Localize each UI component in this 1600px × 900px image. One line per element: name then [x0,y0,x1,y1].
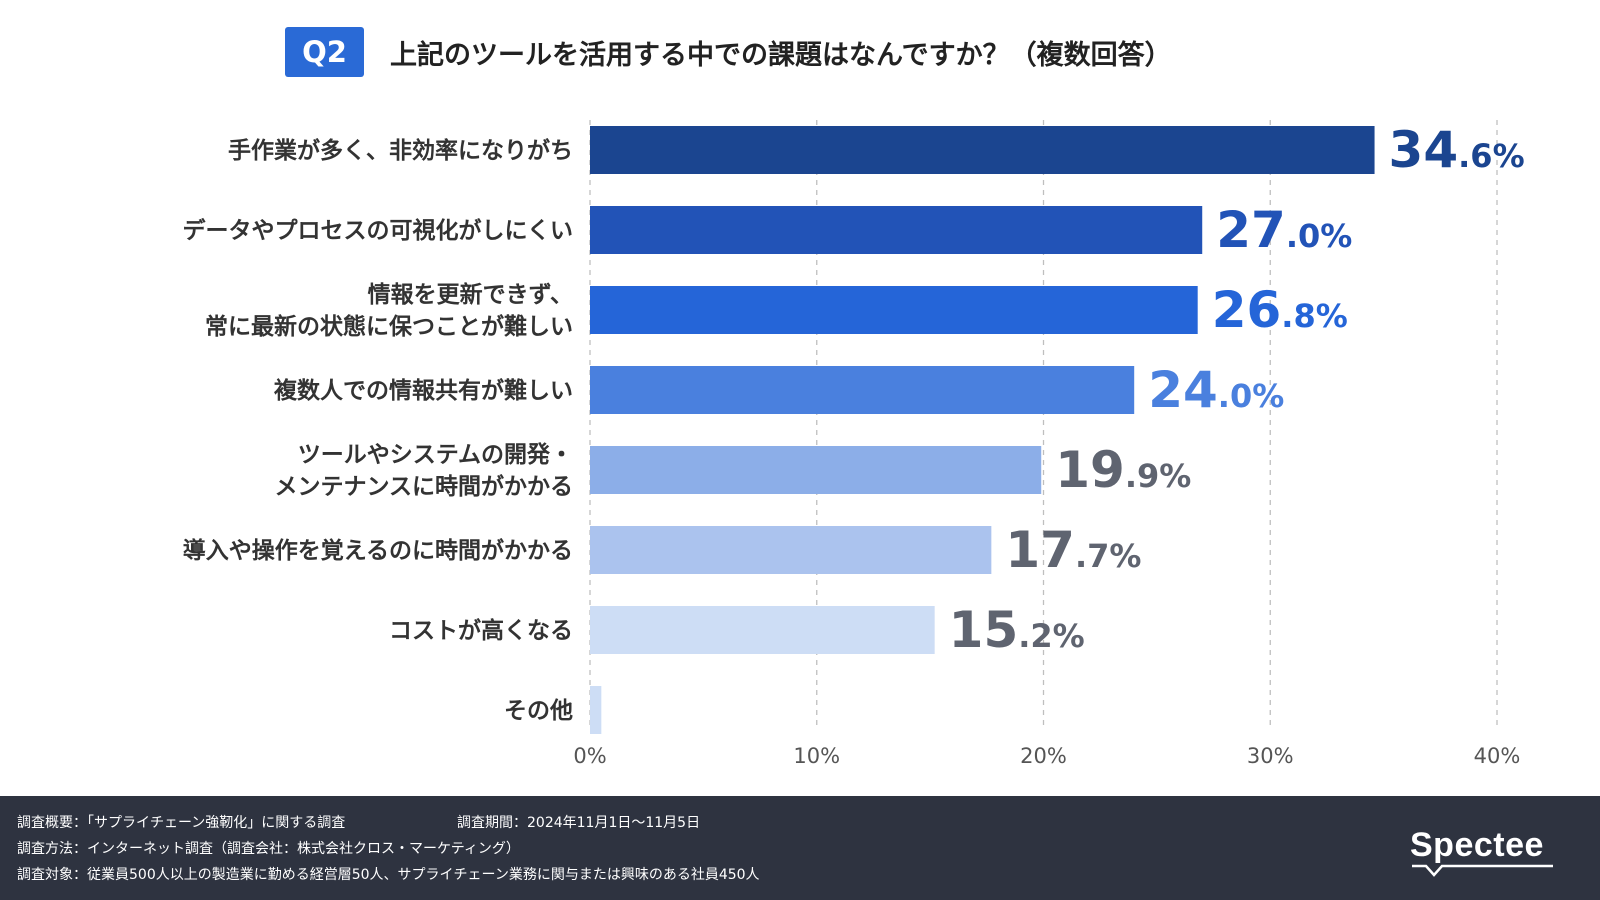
value-decimal: .9% [1125,457,1191,495]
category-label-line: データやプロセスの可視化がしにくい [182,217,573,244]
value-decimal: .7% [1075,537,1141,575]
footer: 調査概要：「サプライチェーン強靭化」に関する調査 調査期間：2024年11月1日… [0,796,1600,900]
bar-0 [590,126,1375,174]
x-tick-label: 0% [573,744,606,768]
category-label-line: 常に最新の状態に保つことが難しい [205,313,573,340]
category-label-5: 導入や操作を覚えるのに時間がかかる [183,537,573,564]
category-label-line: ツールやシステムの開発・ [298,442,573,468]
footer-survey-method: 調査方法：インターネット調査（調査会社：株式会社クロス・マーケティング） [17,841,520,857]
bar-5 [590,526,992,574]
category-label-line: 導入や操作を覚えるのに時間がかかる [183,537,573,564]
value-label-3: 24.0% [1148,361,1284,419]
value-integer: 24 [1148,361,1218,419]
x-tick-label: 40% [1474,744,1521,768]
value-label-6: 15.2% [949,601,1085,659]
category-label-7: その他 [504,698,573,724]
category-label-2: 情報を更新できず、常に最新の状態に保つことが難しい [205,281,573,340]
value-label-0: 34.6% [1389,121,1525,179]
spectee-logo: Spectee [1410,826,1544,864]
value-label-5: 17.7% [1005,521,1141,579]
bar-7 [590,686,602,734]
footer-survey-overview: 調査概要：「サプライチェーン強靭化」に関する調査 調査期間：2024年11月1日… [17,812,700,832]
value-decimal: .6% [1458,137,1524,175]
category-label-line: コストが高くなる [389,617,573,644]
value-label-2: 26.8% [1212,281,1348,339]
value-label-1: 27.0% [1216,201,1352,259]
value-integer: 34 [1389,121,1459,179]
survey-period-text: 調査期間：2024年11月1日〜11月5日 [457,815,701,831]
x-tick-label: 10% [793,744,840,768]
x-tick-label: 20% [1020,744,1067,768]
category-label-line: 手作業が多く、非効率になりがち [228,137,573,164]
logo-swoosh-icon [1412,864,1553,877]
value-decimal: .0% [1218,377,1284,415]
category-label-6: コストが高くなる [389,617,573,644]
value-integer: 17 [1005,521,1075,579]
chart-title: Q2 上記のツールを活用する中での課題はなんですか？（複数回答） [285,26,1172,78]
category-label-line: メンテナンスに時間がかかる [274,473,573,500]
x-tick-label: 30% [1247,744,1294,768]
bar-2 [590,286,1198,334]
value-integer: 26 [1212,281,1282,339]
question-text: 上記のツールを活用する中での課題はなんですか？（複数回答） [390,39,1172,71]
value-decimal: .0% [1286,217,1352,255]
bar-3 [590,366,1135,414]
question-badge: Q2 [285,27,364,77]
value-integer: 19 [1055,441,1125,499]
bar-6 [590,606,935,654]
survey-overview-text: 調査概要：「サプライチェーン強靭化」に関する調査 [17,815,346,831]
value-label-4: 19.9% [1055,441,1191,499]
bar-chart: 0% 10% 20% 30% 40% 手作業が多く、非効率になりがち 34.6% データやプロ… [182,120,1525,768]
category-label-1: データやプロセスの可視化がしにくい [182,217,573,244]
category-label-line: 情報を更新できず、 [368,281,573,308]
bar-4 [590,446,1042,494]
category-label-0: 手作業が多く、非効率になりがち [228,137,573,164]
bar-1 [590,206,1203,254]
category-label-line: 複数人での情報共有が難しい [274,377,573,404]
value-integer: 27 [1216,201,1286,259]
category-label-3: 複数人での情報共有が難しい [274,377,573,404]
category-label-line: その他 [504,698,573,724]
value-integer: 15 [949,601,1019,659]
footer-survey-target: 調査対象：従業員500人以上の製造業に勤める経営層50人、サプライチェーン業務に… [17,867,760,883]
category-label-4: ツールやシステムの開発・メンテナンスに時間がかかる [274,442,573,500]
value-decimal: .8% [1281,297,1347,335]
value-decimal: .2% [1018,617,1084,655]
